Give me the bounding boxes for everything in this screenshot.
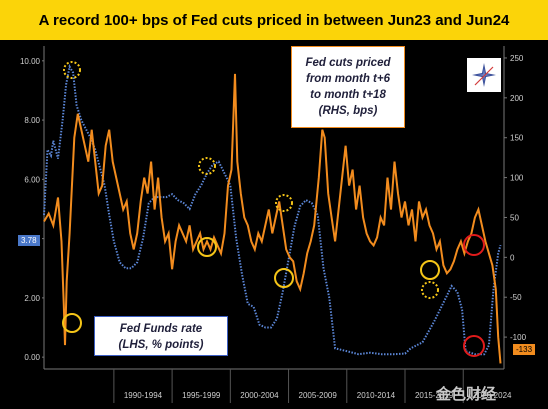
x-axis-tick-label: 2015-2019 — [415, 391, 454, 400]
highlight-ffr-current — [463, 234, 485, 256]
right-axis-tick-label: 250 — [510, 54, 524, 63]
fed-cuts-callout-line-2: from month t+6 — [305, 73, 390, 85]
chart-title-bar: A record 100+ bps of Fed cuts priced in … — [0, 0, 548, 40]
fed-cuts-callout-line-4: (RHS, bps) — [318, 105, 378, 117]
left-axis-tick-label: 8.00 — [24, 116, 40, 125]
x-axis-tick-label: 2000-2004 — [240, 391, 279, 400]
star-compass-icon — [472, 63, 496, 87]
logo-icon — [467, 58, 501, 92]
highlight-cuts-trough-2000 — [197, 237, 217, 257]
highlight-ffr-peak-1986 — [63, 61, 81, 79]
right-axis-tick-label: 150 — [510, 134, 524, 143]
right-axis-ticks: -100 -50 0 50 100 150 200 250 — [504, 54, 527, 342]
x-axis-tick-label: 2010-2014 — [357, 391, 396, 400]
right-axis-tick-label: 50 — [510, 213, 519, 222]
highlight-cuts-trough-2019 — [420, 260, 440, 280]
highlight-ffr-peak-2000 — [198, 157, 216, 175]
fed-funds-callout: Fed Funds rate (LHS, % points) — [94, 316, 228, 356]
x-axis-tick-label: 2005-2009 — [299, 391, 338, 400]
right-axis-tick-label: 100 — [510, 174, 524, 183]
chart-title: A record 100+ bps of Fed cuts priced in … — [38, 11, 510, 29]
highlight-ffr-peak-2006 — [275, 194, 293, 212]
fed-cuts-callout-line-1: Fed cuts priced — [305, 57, 391, 69]
highlight-ffr-peak-2019 — [421, 281, 439, 299]
plot-area — [44, 46, 504, 369]
left-axis-tick-label: 10.00 — [20, 57, 41, 66]
fed-cuts-callout: Fed cuts priced from month t+6 to month … — [291, 46, 405, 128]
highlight-cuts-current — [463, 335, 485, 357]
left-axis-tick-label: 6.00 — [24, 175, 40, 184]
fed-cuts-callout-line-3: to month t+18 — [310, 89, 386, 101]
left-axis-tick-label: 0.00 — [24, 353, 40, 362]
watermark-logo: 金色财经 — [436, 385, 497, 403]
fed-funds-callout-line-2: (LHS, % points) — [118, 339, 204, 351]
x-axis-tick-label: 1990-1994 — [124, 391, 163, 400]
x-axis-tick-label: 2020-2024 — [473, 391, 512, 400]
fed-funds-last-value-label: 3.78 — [18, 235, 40, 246]
fed-cuts-priced-series-line — [43, 73, 502, 364]
fed-funds-callout-line-1: Fed Funds rate — [119, 323, 203, 335]
right-axis-tick-label: 0 — [510, 253, 515, 262]
highlight-markers — [62, 61, 485, 357]
x-axis-ticks: 1990-1994 1995-1999 2000-2004 2005-2009 2010… — [113, 369, 512, 403]
right-axis-tick-label: -50 — [510, 293, 522, 302]
left-axis-tick-label: 2.00 — [24, 294, 40, 303]
x-axis-tick-label: 1995-1999 — [182, 391, 221, 400]
highlight-cuts-trough-2006 — [274, 268, 294, 288]
right-axis-tick-label: -100 — [510, 333, 527, 342]
fed-cuts-last-value-label: -133 — [513, 344, 536, 355]
highlight-cuts-trough-1986 — [62, 313, 82, 333]
right-axis-tick-label: 200 — [510, 94, 524, 103]
